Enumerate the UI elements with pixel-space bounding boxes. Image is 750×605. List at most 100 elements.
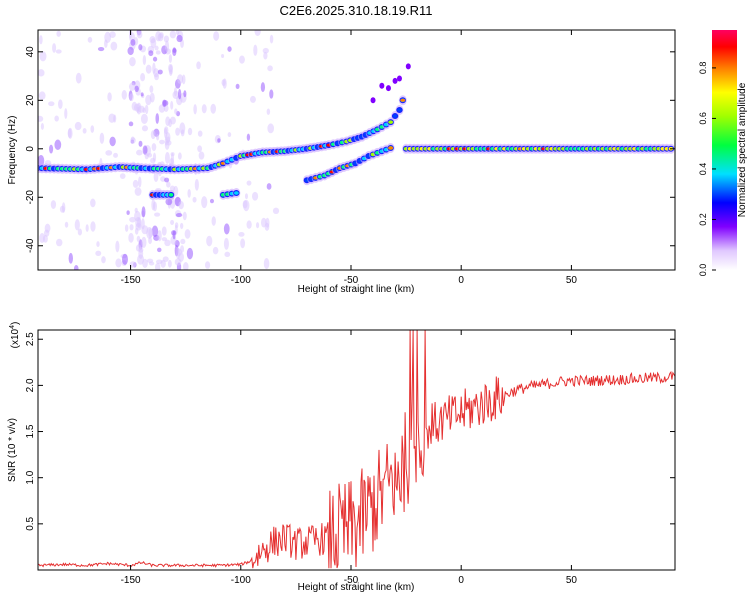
spectrogram-noise [213,31,220,41]
spectrogram-dot [379,82,385,89]
spectrogram-noise [149,92,155,103]
spectrogram-noise [134,227,139,235]
colorbar: 0.0 0.2 0.4 0.6 0.8 Normalized spectral ampl… [698,30,748,276]
colorbar-tick-label: 0.2 [698,213,708,226]
spectrogram-noise [166,181,171,188]
spectrogram-ridge-point [233,191,239,195]
spectrogram-noise [64,108,68,120]
spectrogram-dot [385,85,391,92]
spectrogram-noise [129,57,136,67]
x-tick-label: -150 [121,575,141,586]
x-tick-label: 0 [458,275,464,286]
spectrogram-noise [128,232,134,243]
colorbar-tick-label: 0.0 [698,264,708,277]
spectrogram-noise [136,102,142,115]
spectrogram-noise [157,230,162,242]
spectrogram-noise [210,103,217,114]
spectrogram-noise [174,222,179,229]
colorbar-tick-label: 0.4 [698,163,708,176]
spectrogram-noise [255,222,260,229]
spectrogram-noise [38,69,45,77]
spectrogram-noise [101,256,106,264]
x-tick-label: 50 [566,575,578,586]
spectrogram-noise [50,200,57,209]
spectrogram-noise [157,69,163,75]
spectrogram-noise [183,262,189,270]
spectrogram-noise [141,125,149,132]
spectrogram-y-ticks: -40 -20 0 20 40 [25,46,675,253]
spectrogram-noise [211,216,216,226]
spectrogram-noise [197,130,203,137]
spectrogram-noise [176,34,183,43]
spectrogram-noise [266,183,272,190]
spectrogram-noise [183,90,187,98]
spectrogram-ylabel: Frequency (Hz) [7,116,18,185]
spectrogram-noise [253,44,258,56]
spectrogram-noise [217,138,221,143]
x-tick-label: 0 [458,575,464,586]
spectrogram-noise [180,222,184,230]
spectrogram-noise [155,262,161,270]
spectrogram-noise [115,258,122,268]
x-tick-label: -50 [344,575,359,586]
spectrogram-noise [266,108,271,115]
spectrogram-peak [400,98,406,102]
spectrogram-noise [187,189,191,198]
spectrogram-noise [177,74,184,85]
spectrogram-noise [77,228,83,236]
spectrogram-dot [405,63,411,70]
spectrogram-noise [138,176,142,188]
spectrogram-noise [178,88,182,100]
spectrogram-noise [140,73,146,82]
x-tick-label: 50 [566,275,578,286]
spectrogram-noise [55,238,63,247]
spectrogram-noise [174,258,182,266]
spectrogram-frame [37,29,676,271]
spectrogram-noise [119,173,126,180]
snr-series-line [38,330,675,569]
spectrogram-noise [54,115,59,122]
spectrogram-noise [238,231,245,237]
spectrogram-noise [48,101,55,107]
spectrogram-noise [90,221,96,232]
spectrogram-noise [107,92,112,102]
spectrogram-noise [144,152,149,160]
spectrogram-noise [67,127,73,139]
spectrogram-noise [74,121,82,131]
spectrogram-noise [124,224,129,232]
spectrogram-noise [55,49,62,54]
spectrogram-noise [161,237,168,242]
spectrogram-noise [110,41,118,51]
spectrogram-ridge-point [397,108,402,112]
spectrogram-noise [172,48,177,53]
spectrogram-noise [223,223,230,235]
spectrogram-noise [39,51,47,62]
spectrogram-noise [156,133,160,141]
spectrogram-marks [38,30,675,270]
spectrogram-noise [75,72,82,84]
spectrogram-noise [242,199,250,212]
spectrogram-noise [181,74,186,85]
spectrogram-peak [388,146,394,150]
spectrogram-noise [197,145,203,153]
spectrogram-noise [138,140,143,147]
spectrogram-noise [272,207,280,215]
spectrogram-noise [99,132,105,144]
spectrogram-dot [396,75,402,82]
spectrogram-noise [246,133,251,141]
spectrogram-noise [129,93,134,102]
spectrogram-noise [263,51,268,60]
spectrogram-noise [136,149,143,156]
x-tick-label: -100 [231,275,251,286]
spectrogram-noise [164,239,171,247]
spectrogram-noise [168,54,173,63]
spectrogram-noise [265,217,270,228]
spectrogram-noise [131,101,138,111]
spectrogram-noise [144,104,149,115]
spectrogram-noise [251,191,259,201]
spectrogram-noise [155,50,161,55]
spectrogram-noise [130,137,136,144]
snr-y-ticks: 0.5 1.0 1.5 2.0 2.5 [25,332,675,531]
spectrogram-noise [153,171,159,183]
